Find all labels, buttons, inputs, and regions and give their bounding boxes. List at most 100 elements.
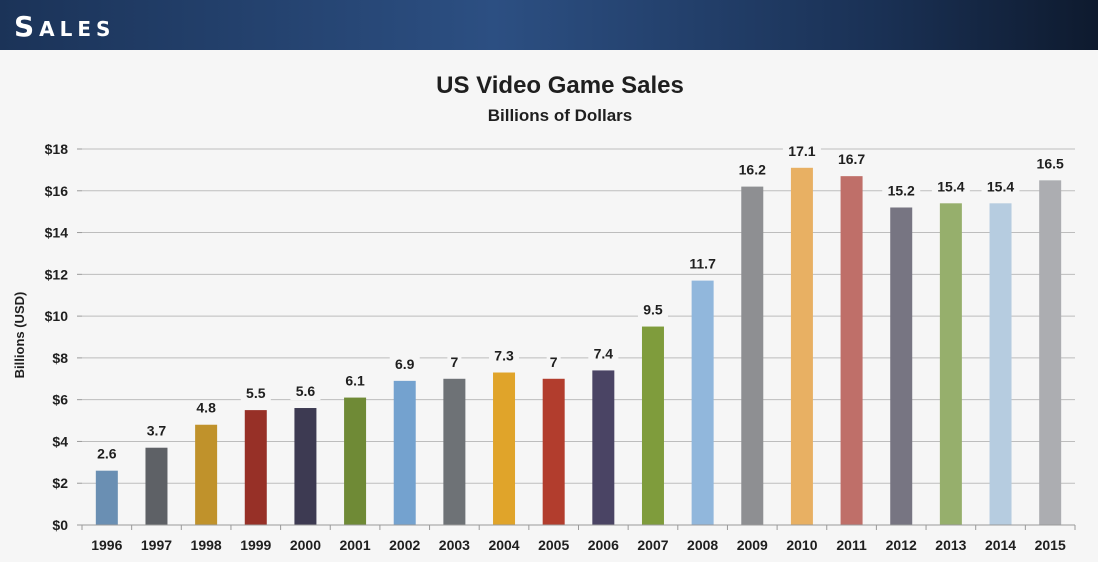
data-label-bg — [389, 356, 420, 373]
x-tick-label-2015: 2015 — [1035, 537, 1066, 553]
bar-2014 — [989, 203, 1012, 526]
data-label-bg — [832, 152, 871, 169]
bar-2005 — [542, 378, 565, 525]
data-label-bg — [931, 179, 970, 196]
data-label-1999: 5.5 — [246, 385, 266, 401]
y-tick-label: $16 — [45, 183, 69, 199]
data-label-bg — [1031, 156, 1070, 173]
y-tick-label: $12 — [45, 266, 69, 282]
data-label-2013: 15.4 — [937, 178, 964, 194]
x-tick-label-2011: 2011 — [836, 537, 867, 553]
data-label-bg — [91, 446, 122, 463]
data-label-bg — [882, 183, 921, 200]
x-tick-label-1998: 1998 — [191, 537, 222, 553]
data-label-2000: 5.6 — [296, 383, 316, 399]
data-label-2012: 15.2 — [888, 182, 915, 198]
gridlines — [82, 148, 1075, 484]
data-label-bg — [733, 162, 772, 179]
y-tick-label: $10 — [45, 308, 69, 324]
data-label-2006: 7.4 — [594, 345, 614, 361]
data-label-2003: 7 — [450, 354, 458, 370]
y-tick-label: $2 — [52, 475, 68, 491]
bar-2012 — [890, 207, 913, 525]
y-axis-ticks: $0 $2 $4 $6 $8 $10 $12 $14 $16 $18 — [45, 141, 82, 533]
data-label-2001: 6.1 — [345, 373, 365, 389]
data-label-2005: 7 — [550, 354, 558, 370]
x-tick-label-1997: 1997 — [141, 537, 172, 553]
data-label-1996: 2.6 — [97, 446, 117, 462]
bar-1996 — [95, 470, 118, 525]
bar-2010 — [790, 167, 813, 526]
header-bar: Sales — [0, 0, 1098, 50]
data-label-1998: 4.8 — [196, 400, 216, 416]
bar-2001 — [344, 397, 367, 525]
x-tick-label-1996: 1996 — [91, 537, 122, 553]
data-label-1997: 3.7 — [147, 423, 167, 439]
x-axis-ticks: 1996 1997 1998 1999 2000 2001 2002 2003 2004 2005… — [81, 525, 1076, 553]
y-tick-label: $6 — [52, 392, 68, 408]
y-tick-label: $0 — [52, 517, 68, 533]
x-tick-label-2006: 2006 — [588, 537, 619, 553]
data-label-2002: 6.9 — [395, 356, 415, 372]
y-axis-label: Billions (USD) — [12, 292, 27, 379]
data-label-2007: 9.5 — [643, 302, 663, 318]
data-label-2015: 16.5 — [1037, 155, 1064, 171]
bar-2002 — [393, 380, 416, 525]
y-tick-label: $14 — [45, 225, 69, 241]
data-label-bg — [782, 143, 821, 160]
chart-area: US Video Game Sales Billions of Dollars … — [0, 50, 1098, 562]
x-tick-label-2012: 2012 — [886, 537, 917, 553]
bar-2000 — [294, 408, 317, 525]
x-tick-label-2001: 2001 — [339, 537, 370, 553]
x-tick-label-2000: 2000 — [290, 537, 321, 553]
bar-2013 — [939, 203, 962, 526]
data-label-bg — [191, 400, 222, 417]
data-labels: 2.6 3.7 4.8 5.5 5.6 6.1 6.9 7 7.3 7 7.4 9.5 11.7 16.2… — [91, 143, 1070, 463]
data-label-bg — [637, 302, 668, 319]
header-title: Sales — [14, 10, 116, 43]
x-tick-label-2004: 2004 — [488, 537, 519, 553]
chart-subtitle: Billions of Dollars — [488, 106, 633, 125]
bar-2009 — [741, 186, 764, 525]
data-label-bg — [240, 386, 271, 403]
bars — [95, 167, 1062, 526]
x-tick-label-2002: 2002 — [389, 537, 420, 553]
data-label-2010: 17.1 — [788, 143, 815, 159]
bar-2007 — [641, 326, 664, 525]
data-label-bg — [981, 179, 1020, 196]
data-label-bg — [141, 423, 172, 440]
data-label-bg — [588, 346, 619, 363]
x-tick-label-2003: 2003 — [439, 537, 470, 553]
bar-2015 — [1039, 180, 1062, 526]
data-label-bg — [447, 354, 462, 371]
data-label-bg — [290, 384, 321, 401]
x-tick-label-2005: 2005 — [538, 537, 569, 553]
data-label-2004: 7.3 — [494, 348, 514, 364]
x-tick-label-2007: 2007 — [637, 537, 668, 553]
x-tick-label-2010: 2010 — [786, 537, 817, 553]
data-label-2008: 11.7 — [689, 256, 716, 272]
data-label-2009: 16.2 — [739, 162, 766, 178]
data-label-bg — [546, 354, 561, 371]
y-tick-label: $4 — [52, 433, 68, 449]
bar-2004 — [493, 372, 516, 525]
x-tick-label-1999: 1999 — [240, 537, 271, 553]
x-tick-label-2013: 2013 — [935, 537, 966, 553]
bar-2006 — [592, 370, 615, 525]
y-tick-label: $8 — [52, 350, 68, 366]
bar-chart: US Video Game Sales Billions of Dollars … — [12, 72, 1076, 553]
x-tick-label-2009: 2009 — [737, 537, 768, 553]
x-tick-label-2014: 2014 — [985, 537, 1016, 553]
bar-1999 — [244, 410, 267, 525]
data-label-bg — [340, 373, 371, 390]
bar-2008 — [691, 280, 714, 525]
data-label-bg — [683, 256, 722, 273]
data-label-2011: 16.7 — [838, 151, 865, 167]
bar-2011 — [840, 176, 863, 525]
chart-title: US Video Game Sales — [436, 72, 684, 99]
x-tick-label-2008: 2008 — [687, 537, 718, 553]
bar-2003 — [443, 378, 466, 525]
bar-1997 — [145, 447, 168, 525]
data-label-bg — [489, 348, 520, 365]
data-label-2014: 15.4 — [987, 178, 1014, 194]
